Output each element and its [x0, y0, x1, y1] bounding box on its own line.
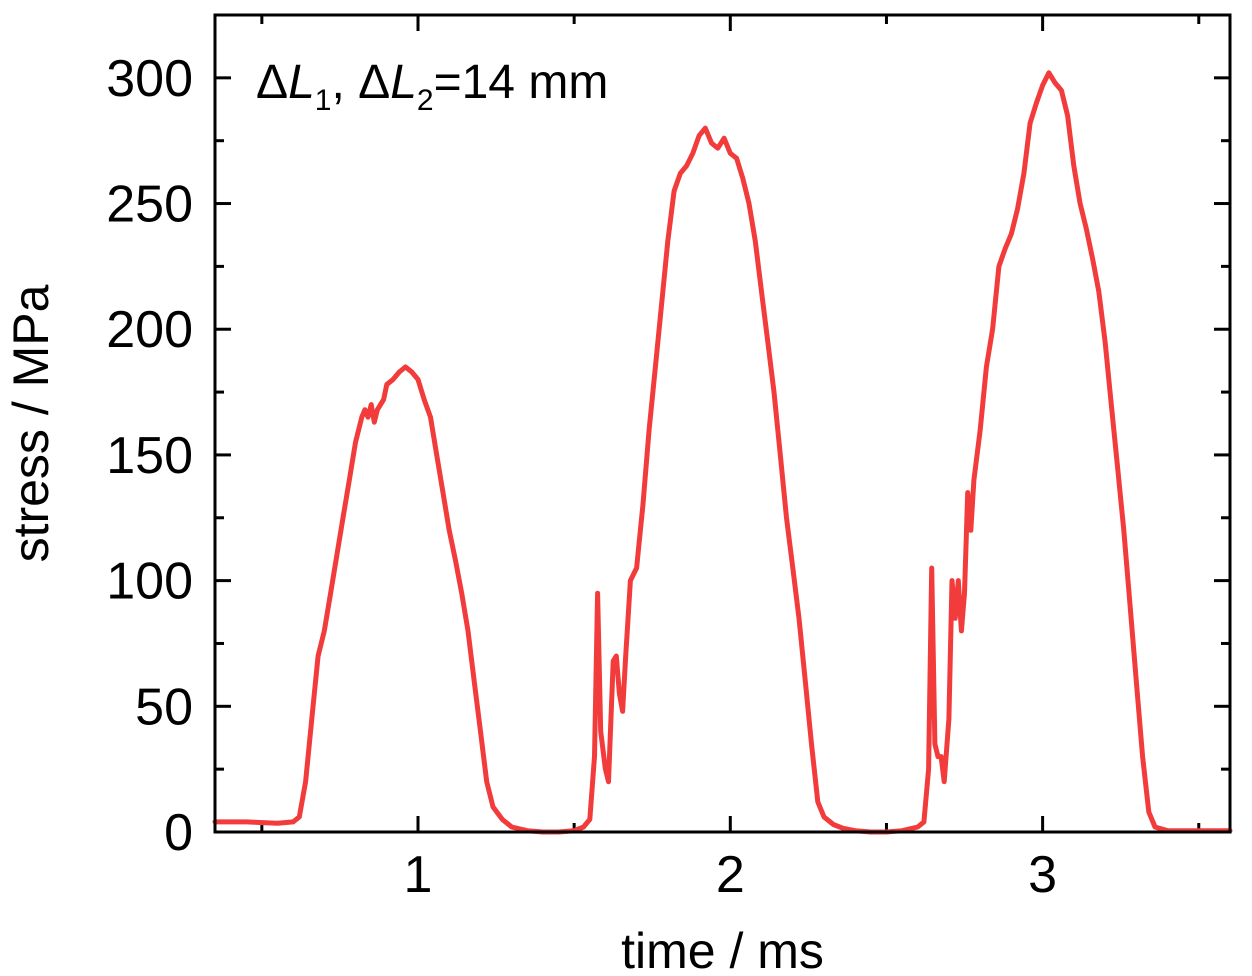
y-tick-label: 50 — [135, 678, 193, 736]
x-tick-label: 3 — [1028, 846, 1057, 904]
y-tick-label: 300 — [106, 50, 193, 108]
annotation-separator: , — [331, 56, 358, 109]
annotation-delta-1: Δ — [256, 56, 288, 109]
annotation-text: ΔL1, ΔL2=14 mm — [256, 56, 608, 117]
y-tick-label: 150 — [106, 427, 193, 485]
x-tick-label: 2 — [716, 846, 745, 904]
x-tick-label: 1 — [404, 846, 433, 904]
annotation-var-2: L — [390, 56, 417, 109]
annotation-rest: =14 mm — [434, 56, 609, 109]
y-tick-label: 0 — [164, 804, 193, 862]
annotation-delta-2: Δ — [358, 56, 390, 109]
annotation-var-1: L — [288, 56, 315, 109]
series-layer — [212, 70, 1233, 835]
y-tick-label: 200 — [106, 301, 193, 359]
x-axis-label: time / ms — [621, 923, 824, 976]
y-tick-label: 250 — [106, 176, 193, 234]
y-tick-label: 100 — [106, 553, 193, 611]
annotation-sub-1: 1 — [315, 84, 332, 117]
tick-labels: 0 50 100 150 200 250 300 1 2 3 — [106, 50, 1057, 904]
annotation-sub-2: 2 — [417, 84, 434, 117]
y-axis-label: stress / MPa — [3, 284, 59, 562]
series-line — [212, 70, 1233, 835]
plot-frame — [213, 13, 1232, 834]
